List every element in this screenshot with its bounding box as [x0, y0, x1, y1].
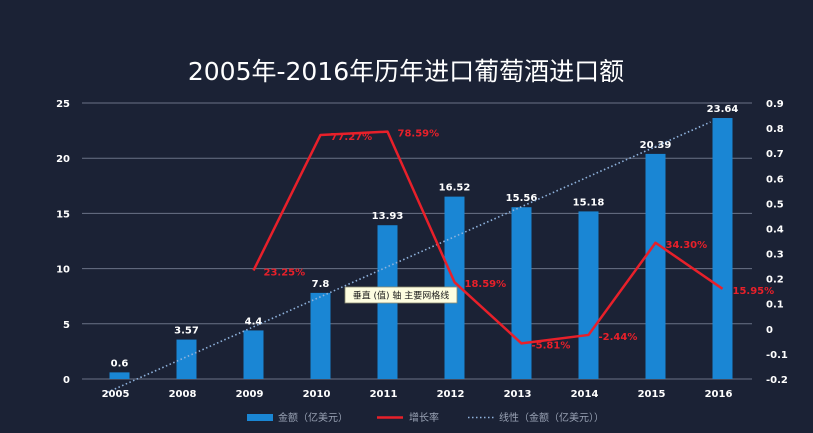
right-tick-label: 0	[766, 325, 773, 336]
growth-rate-label: 23.25%	[264, 267, 306, 278]
tooltip-text: 垂直 (值) 轴 主要网格线	[353, 290, 450, 302]
growth-line	[252, 130, 724, 345]
bar	[109, 372, 130, 379]
bar-value-label: 0.6	[111, 358, 129, 369]
right-tick-label: 0.1	[766, 300, 784, 311]
x-tick-label: 2014	[571, 389, 599, 400]
bar-value-label: 15.18	[573, 197, 605, 208]
chart-title: 2005年-2016年历年进口葡萄酒进口额	[188, 57, 624, 86]
right-tick-label: 0.2	[766, 275, 784, 286]
left-tick-label: 0	[63, 375, 70, 386]
growth-rate-label: -2.44%	[599, 332, 638, 343]
x-tick-label: 2012	[437, 389, 465, 400]
left-tick-label: 25	[56, 99, 70, 110]
left-axis-ticks: 0 5 10 15 20 25	[56, 99, 70, 386]
growth-rate-label: 78.59%	[398, 129, 440, 140]
x-axis-ticks: 2005 2008 2009 2010 2011 2012 2013 2014 2015 2016	[102, 389, 733, 400]
right-tick-label: 0.5	[766, 199, 784, 210]
right-tick-label: 0.7	[766, 149, 784, 160]
trendline-series	[107, 121, 711, 393]
tooltip-box	[344, 286, 458, 304]
right-tick-label: -0.1	[766, 350, 788, 361]
bar-value-label: 15.56	[506, 193, 538, 204]
left-tick-label: 10	[56, 265, 70, 276]
left-tick-label: 15	[56, 209, 70, 220]
bar	[578, 211, 599, 379]
bar-value-label: 16.52	[439, 183, 471, 194]
left-tick-label: 20	[56, 154, 70, 165]
legend-swatch-bar	[247, 414, 273, 421]
x-tick-label: 2013	[504, 389, 532, 400]
legend-label-line: 增长率	[409, 411, 439, 424]
bar-value-label: 23.64	[707, 104, 739, 115]
growth-rate-label: 18.59%	[465, 279, 507, 290]
trendline	[107, 121, 711, 393]
bar	[310, 292, 331, 379]
right-tick-label: 0.4	[766, 224, 784, 235]
right-tick-label: 0.3	[766, 250, 784, 261]
bar	[645, 153, 666, 379]
growth-rate-label: -5.81%	[532, 340, 571, 351]
x-tick-label: 2005	[102, 389, 130, 400]
right-tick-label: -0.2	[766, 375, 788, 386]
growth-rate-label: 15.95%	[733, 286, 775, 297]
legend-label-bar: 金额（亿美元）	[278, 411, 348, 424]
legend: 金额（亿美元） 增长率 线性（金额（亿美元））	[247, 411, 604, 424]
bar	[176, 339, 197, 379]
bar-value-label: 3.57	[174, 326, 199, 337]
bar-value-label: 13.93	[372, 211, 404, 222]
growth-rate-label: 77.27%	[331, 132, 373, 143]
bar	[712, 118, 733, 379]
growth-rate-label: 34.30%	[666, 240, 708, 251]
gridline-tooltip: 垂直 (值) 轴 主要网格线	[344, 286, 458, 304]
x-tick-label: 2015	[638, 389, 666, 400]
bar	[511, 207, 532, 379]
x-tick-label: 2011	[370, 389, 398, 400]
x-tick-label: 2008	[169, 389, 197, 400]
bar	[243, 330, 264, 379]
grid-lines	[82, 102, 752, 380]
right-tick-label: 0.8	[766, 124, 784, 135]
right-tick-label: 0.9	[766, 99, 784, 110]
x-tick-label: 2010	[303, 389, 331, 400]
bar-series: 0.6 3.57 4.4 7.8 13.93 16.52 15.56 15.18 20.39 23…	[109, 104, 739, 379]
x-tick-label: 2009	[236, 389, 264, 400]
growth-line-series: 23.25% 77.27% 78.59% 18.59% -5.81% -2.44% 34.3…	[252, 129, 775, 351]
legend-label-trendline: 线性（金额（亿美元））	[499, 411, 604, 424]
bar-value-label: 7.8	[312, 279, 330, 290]
left-tick-label: 5	[63, 320, 70, 331]
right-axis-ticks: -0.2 -0.1 0 0.1 0.2 0.3 0.4 0.5 0.6 0.7 0.8 0.9	[766, 99, 788, 386]
right-tick-label: 0.6	[766, 174, 784, 185]
bar-value-label: 20.39	[640, 140, 672, 151]
x-tick-label: 2016	[705, 389, 733, 400]
bar-value-label: 4.4	[245, 316, 263, 327]
